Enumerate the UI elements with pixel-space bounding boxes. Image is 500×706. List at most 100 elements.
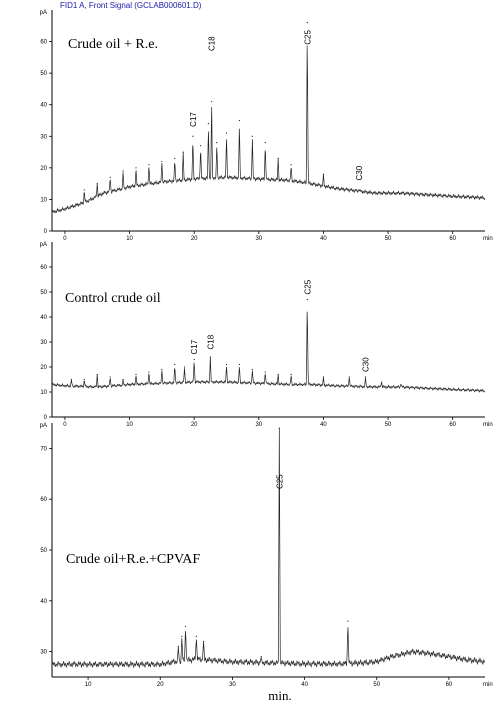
peak-marker <box>109 376 111 378</box>
signal-trace <box>51 45 486 214</box>
x-unit-label: min <box>483 682 493 688</box>
peak-marker <box>251 135 253 137</box>
peak-marker <box>358 189 360 191</box>
y-tick-label: 20 <box>40 365 47 371</box>
peak-marker <box>306 298 308 301</box>
peak-label-c25: C25 <box>303 30 312 45</box>
peak-marker <box>122 170 124 172</box>
peak-marker <box>209 356 211 358</box>
peak-marker <box>216 142 218 144</box>
x-tick-label: 40 <box>301 682 308 688</box>
peak-marker <box>306 22 308 24</box>
peak-marker <box>184 625 187 627</box>
x-unit-label: min <box>483 422 493 428</box>
peak-marker <box>174 363 176 366</box>
peak-marker <box>96 183 98 185</box>
peak-marker <box>264 371 266 373</box>
signal-trace <box>51 428 486 669</box>
peak-marker <box>161 368 163 371</box>
x-axis-caption: min. <box>268 688 291 703</box>
y-tick-label: 0 <box>44 229 48 235</box>
y-tick-label: 50 <box>40 71 47 77</box>
x-tick-label: 50 <box>385 422 392 428</box>
x-tick-label: 30 <box>255 236 262 242</box>
peak-marker <box>347 620 349 622</box>
y-tick-label: 70 <box>40 446 47 452</box>
peak-label-c18: C18 <box>206 334 215 349</box>
peak-marker <box>348 376 350 378</box>
peak-marker <box>70 378 72 381</box>
peak-marker <box>182 151 184 153</box>
y-tick-label: 40 <box>40 599 47 605</box>
peak-marker <box>225 363 228 366</box>
peak-label-c18: C18 <box>208 36 217 51</box>
x-tick-label: 0 <box>63 422 67 428</box>
peak-marker <box>322 376 325 378</box>
chromatogram-panel-1: 0 10 20 30 40 50 60 pA 0 10 20 30 40 50 60 min C17 C18 C25… <box>40 10 493 242</box>
peak-label-c30: C30 <box>355 165 364 180</box>
y-tick-label: 40 <box>40 103 47 109</box>
x-tick-label: 20 <box>191 422 198 428</box>
peak-marker <box>238 363 241 366</box>
y-tick-label: 10 <box>40 390 47 396</box>
x-tick-label: 10 <box>126 236 133 242</box>
x-tick-label: 40 <box>320 422 327 428</box>
panel-title: Crude oil+R.e.+CPVAF <box>66 552 200 567</box>
peak-marker <box>225 132 228 134</box>
x-tick-label: 40 <box>320 236 327 242</box>
y-tick-label: 10 <box>40 197 47 203</box>
signal-trace <box>51 311 486 393</box>
x-tick-label: 20 <box>157 682 164 688</box>
peak-marker <box>135 373 137 376</box>
peak-marker <box>278 427 280 429</box>
chromatogram-panel-2: 0 10 20 30 40 50 60 pA 0 10 20 30 40 50 60 min C17 C18 C25… <box>40 242 493 428</box>
y-tick-label: 20 <box>40 166 47 172</box>
peak-marker <box>290 164 292 166</box>
peak-marker <box>177 645 179 648</box>
peak-marker <box>122 378 124 381</box>
peak-label-c17: C17 <box>190 339 199 354</box>
y-tick-label: 60 <box>40 497 47 503</box>
x-tick-label: 50 <box>385 236 392 242</box>
y-tick-label: 30 <box>40 340 47 346</box>
y-tick-label: 30 <box>40 650 47 656</box>
peak-marker <box>109 176 111 178</box>
y-tick-label: 60 <box>40 265 47 271</box>
x-tick-label: 60 <box>446 682 453 688</box>
x-tick-label: 30 <box>229 682 236 688</box>
peak-marker <box>202 640 205 643</box>
peak-label-c25: C25 <box>303 279 312 294</box>
x-tick-label: 60 <box>449 422 456 428</box>
peak-label-c17: C17 <box>189 112 198 127</box>
peak-marker <box>83 189 85 191</box>
y-unit-label: pA <box>40 423 47 429</box>
y-unit-label: pA <box>40 242 47 248</box>
y-tick-label: 30 <box>40 134 47 140</box>
x-tick-label: 10 <box>126 422 133 428</box>
y-tick-label: 50 <box>40 548 47 554</box>
x-tick-label: 20 <box>191 236 198 242</box>
peak-marker <box>400 383 402 386</box>
x-tick-label: 50 <box>373 682 380 688</box>
peak-marker <box>238 119 241 122</box>
peak-marker <box>135 167 137 169</box>
chromatogram-panel-3: 30 40 50 60 70 pA 10 20 30 40 50 60 min C25 Crude oil+… <box>40 423 493 688</box>
peak-marker <box>181 635 183 637</box>
peak-marker <box>380 381 383 383</box>
peak-marker <box>322 173 325 175</box>
peak-marker <box>148 371 150 373</box>
x-tick-label: 60 <box>449 236 456 242</box>
peak-marker <box>364 376 367 378</box>
x-tick-label: 0 <box>63 236 67 242</box>
x-unit-label: min <box>483 236 493 242</box>
peak-marker <box>148 164 150 166</box>
peak-marker <box>183 366 186 368</box>
peak-marker <box>290 373 292 376</box>
peak-label-c25: C25 <box>275 474 284 489</box>
y-tick-label: 60 <box>40 40 47 46</box>
peak-marker <box>264 142 266 144</box>
peak-marker <box>83 378 85 381</box>
x-tick-label: 30 <box>255 422 262 428</box>
y-tick-label: 0 <box>44 415 48 421</box>
